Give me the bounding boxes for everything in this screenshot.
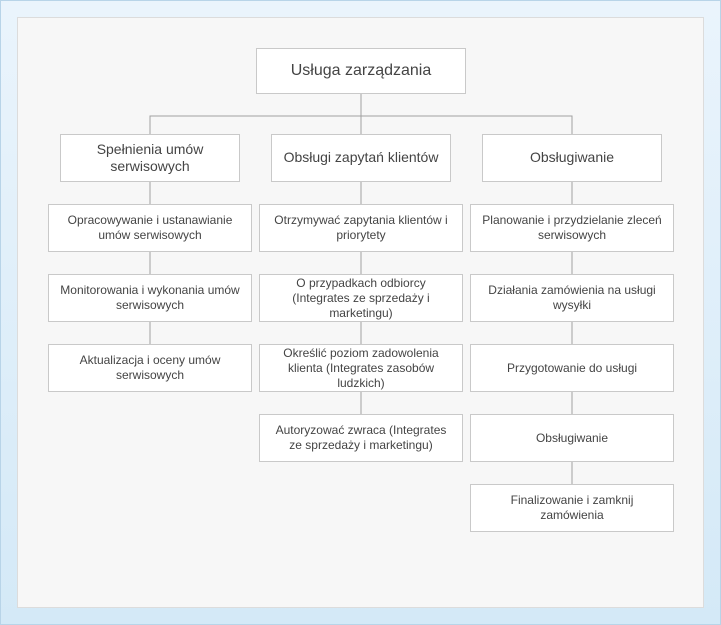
- node-leaf: Aktualizacja i oceny umów serwisowych: [48, 344, 252, 392]
- node-root: Usługa zarządzania: [256, 48, 466, 94]
- node-label: Obsługiwanie: [530, 149, 614, 167]
- node-leaf: Określić poziom zadowolenia klienta (Int…: [259, 344, 463, 392]
- node-label: Określić poziom zadowolenia klienta (Int…: [268, 346, 454, 391]
- node-leaf: Przygotowanie do usługi: [470, 344, 674, 392]
- node-leaf: O przypadkach odbiorcy (Integrates ze sp…: [259, 274, 463, 322]
- node-label: Otrzymywać zapytania klientów i prioryte…: [268, 213, 454, 243]
- node-leaf: Otrzymywać zapytania klientów i prioryte…: [259, 204, 463, 252]
- node-leaf: Autoryzować zwraca (Integrates ze sprzed…: [259, 414, 463, 462]
- node-label: Aktualizacja i oceny umów serwisowych: [57, 353, 243, 383]
- node-label: Autoryzować zwraca (Integrates ze sprzed…: [268, 423, 454, 453]
- diagram-outer: Usługa zarządzania Spełnienia umów serwi…: [0, 0, 721, 625]
- node-label: O przypadkach odbiorcy (Integrates ze sp…: [268, 276, 454, 321]
- node-label: Spełnienia umów serwisowych: [69, 141, 231, 176]
- node-label: Opracowywanie i ustanawianie umów serwis…: [57, 213, 243, 243]
- node-leaf: Planowanie i przydzielanie zleceń serwis…: [470, 204, 674, 252]
- node-label: Obsługiwanie: [536, 431, 608, 446]
- node-label: Przygotowanie do usługi: [507, 361, 637, 376]
- node-branch-1: Spełnienia umów serwisowych: [60, 134, 240, 182]
- node-leaf: Działania zamówienia na usługi wysyłki: [470, 274, 674, 322]
- node-branch-2: Obsługi zapytań klientów: [271, 134, 451, 182]
- diagram-inner: Usługa zarządzania Spełnienia umów serwi…: [17, 17, 704, 608]
- node-label: Działania zamówienia na usługi wysyłki: [479, 283, 665, 313]
- node-branch-3: Obsługiwanie: [482, 134, 662, 182]
- node-leaf: Obsługiwanie: [470, 414, 674, 462]
- node-label: Usługa zarządzania: [291, 61, 432, 81]
- node-label: Finalizowanie i zamknij zamówienia: [479, 493, 665, 523]
- node-leaf: Monitorowania i wykonania umów serwisowy…: [48, 274, 252, 322]
- node-leaf: Finalizowanie i zamknij zamówienia: [470, 484, 674, 532]
- node-label: Planowanie i przydzielanie zleceń serwis…: [479, 213, 665, 243]
- node-label: Monitorowania i wykonania umów serwisowy…: [57, 283, 243, 313]
- node-leaf: Opracowywanie i ustanawianie umów serwis…: [48, 204, 252, 252]
- node-label: Obsługi zapytań klientów: [284, 149, 439, 167]
